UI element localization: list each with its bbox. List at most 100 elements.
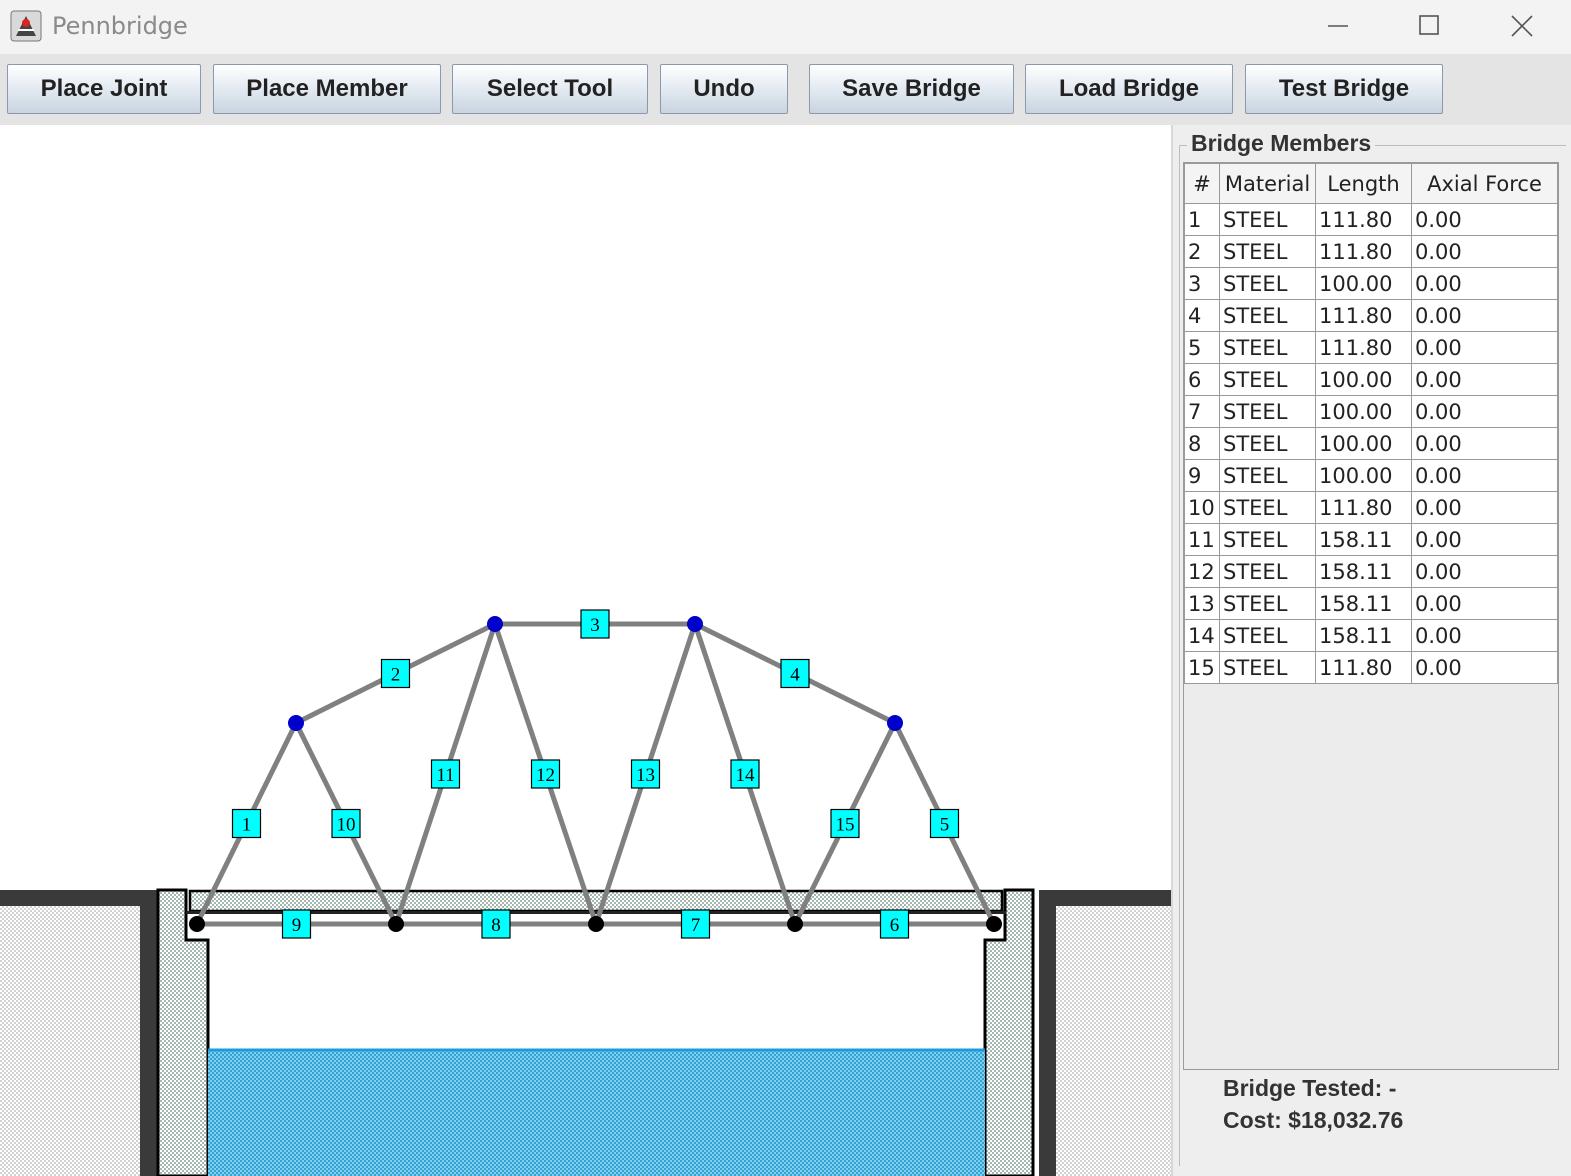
place-joint-button[interactable]: Place Joint xyxy=(7,64,201,114)
table-row[interactable]: 4 STEEL 111.80 0.00 xyxy=(1184,299,1558,332)
place-member-button[interactable]: Place Member xyxy=(213,64,441,114)
column-header[interactable]: Axial Force xyxy=(1411,163,1558,204)
member-label-box xyxy=(530,759,561,789)
window-title: Pennbridge xyxy=(52,12,188,40)
column-header[interactable]: Material xyxy=(1219,163,1316,204)
member-label-text: 13 xyxy=(636,765,655,786)
table-cell: 158.11 xyxy=(1315,555,1412,588)
column-header[interactable]: # xyxy=(1184,163,1220,204)
table-cell: STEEL xyxy=(1219,363,1316,396)
member-label-box xyxy=(830,808,860,839)
column-header[interactable]: Length xyxy=(1315,163,1412,204)
table-cell: 111.80 xyxy=(1315,651,1412,684)
table-cell: 158.11 xyxy=(1315,587,1412,620)
member-label-4: 4 xyxy=(780,658,810,689)
member-label-box xyxy=(879,909,910,939)
save-bridge-button[interactable]: Save Bridge xyxy=(809,64,1014,114)
member-label-text: 12 xyxy=(536,765,555,786)
bridge-members-panel: Bridge Members # Material Length Axial Forc… xyxy=(1171,125,1571,1176)
select-tool-button[interactable]: Select Tool xyxy=(452,64,648,114)
panel-title: Bridge Members xyxy=(1187,130,1376,157)
member-label-box xyxy=(380,658,411,689)
table-row[interactable]: 2 STEEL 111.80 0.00 xyxy=(1184,235,1558,268)
table-cell: 0.00 xyxy=(1411,651,1558,684)
table-cell: 158.11 xyxy=(1315,523,1412,556)
member-label-box xyxy=(680,909,711,939)
support-joint[interactable] xyxy=(388,916,404,932)
table-cell: STEEL xyxy=(1219,395,1316,428)
table-cell: 0.00 xyxy=(1411,395,1558,428)
right-abutment xyxy=(983,888,1035,1176)
table-row[interactable]: 5 STEEL 111.80 0.00 xyxy=(1184,331,1558,364)
bridge-deck xyxy=(186,889,1006,914)
member-label-text: 8 xyxy=(491,915,501,936)
minimize-icon[interactable] xyxy=(1318,8,1358,44)
table-cell: 15 xyxy=(1184,651,1220,684)
member-label-2: 2 xyxy=(380,658,411,689)
table-cell: 1 xyxy=(1184,203,1220,236)
table-cell: 111.80 xyxy=(1315,331,1412,364)
free-joint[interactable] xyxy=(687,616,703,632)
table-row[interactable]: 11 STEEL 158.11 0.00 xyxy=(1184,523,1558,556)
table-cell: 111.80 xyxy=(1315,299,1412,332)
support-joint[interactable] xyxy=(588,916,604,932)
member-label-box xyxy=(331,808,361,839)
table-row[interactable]: 6 STEEL 100.00 0.00 xyxy=(1184,363,1558,396)
table-row[interactable]: 13 STEEL 158.11 0.00 xyxy=(1184,587,1558,620)
support-joint[interactable] xyxy=(189,916,205,932)
table-cell: 13 xyxy=(1184,587,1220,620)
load-bridge-button[interactable]: Load Bridge xyxy=(1025,64,1233,114)
table-row[interactable]: 15 STEEL 111.80 0.00 xyxy=(1184,651,1558,684)
table-cell: 0.00 xyxy=(1411,203,1558,236)
member-label-5: 5 xyxy=(929,808,960,839)
table-cell: 0.00 xyxy=(1411,299,1558,332)
member-label-box xyxy=(281,909,312,939)
table-cell: STEEL xyxy=(1219,555,1316,588)
member-label-text: 2 xyxy=(391,665,401,686)
truss-joints xyxy=(189,616,1002,932)
member-label-box xyxy=(580,609,610,639)
member-label-text: 10 xyxy=(337,815,356,836)
member-label-box xyxy=(730,759,760,789)
table-cell: 100.00 xyxy=(1315,363,1412,396)
test-bridge-button[interactable]: Test Bridge xyxy=(1245,64,1443,114)
table-row[interactable]: 8 STEEL 100.00 0.00 xyxy=(1184,427,1558,460)
table-row[interactable]: 14 STEEL 158.11 0.00 xyxy=(1184,619,1558,652)
table-row[interactable]: 1 STEEL 111.80 0.00 xyxy=(1184,203,1558,236)
support-joint[interactable] xyxy=(986,916,1002,932)
table-row[interactable]: 10 STEEL 111.80 0.00 xyxy=(1184,491,1558,524)
table-cell: 0.00 xyxy=(1411,555,1558,588)
free-joint[interactable] xyxy=(487,616,503,632)
table-row[interactable]: 12 STEEL 158.11 0.00 xyxy=(1184,555,1558,588)
table-cell: STEEL xyxy=(1219,203,1316,236)
table-cell: STEEL xyxy=(1219,491,1316,524)
member-label-box xyxy=(780,658,810,689)
table-row[interactable]: 9 STEEL 100.00 0.00 xyxy=(1184,459,1558,492)
bridge-canvas[interactable]: 1 2 3 4 5 6 7 8 9 10 11 12 13 14 15 xyxy=(0,125,1171,1176)
member-label-10: 10 xyxy=(331,808,361,839)
table-cell: STEEL xyxy=(1219,267,1316,300)
table-cell: 100.00 xyxy=(1315,427,1412,460)
undo-button[interactable]: Undo xyxy=(660,64,788,114)
table-cell: STEEL xyxy=(1219,523,1316,556)
table-cell: 100.00 xyxy=(1315,459,1412,492)
close-icon[interactable] xyxy=(1502,8,1542,44)
maximize-icon[interactable] xyxy=(1409,8,1449,44)
free-joint[interactable] xyxy=(887,715,903,731)
free-joint[interactable] xyxy=(288,715,304,731)
member-label-12: 12 xyxy=(530,759,561,789)
member-label-6: 6 xyxy=(879,909,910,939)
table-cell: 0.00 xyxy=(1411,619,1558,652)
table-row[interactable]: 7 STEEL 100.00 0.00 xyxy=(1184,395,1558,428)
members-table[interactable]: # Material Length Axial Force 1 STEEL 111.80 0… xyxy=(1184,163,1558,684)
member-label-text: 11 xyxy=(436,765,454,786)
member-label-15: 15 xyxy=(830,808,860,839)
table-cell: 100.00 xyxy=(1315,395,1412,428)
table-cell: 12 xyxy=(1184,555,1220,588)
table-cell: STEEL xyxy=(1219,459,1316,492)
table-row[interactable]: 3 STEEL 100.00 0.00 xyxy=(1184,267,1558,300)
members-table-container[interactable]: # Material Length Axial Force 1 STEEL 111.80 0… xyxy=(1183,162,1559,1070)
support-joint[interactable] xyxy=(787,916,803,932)
